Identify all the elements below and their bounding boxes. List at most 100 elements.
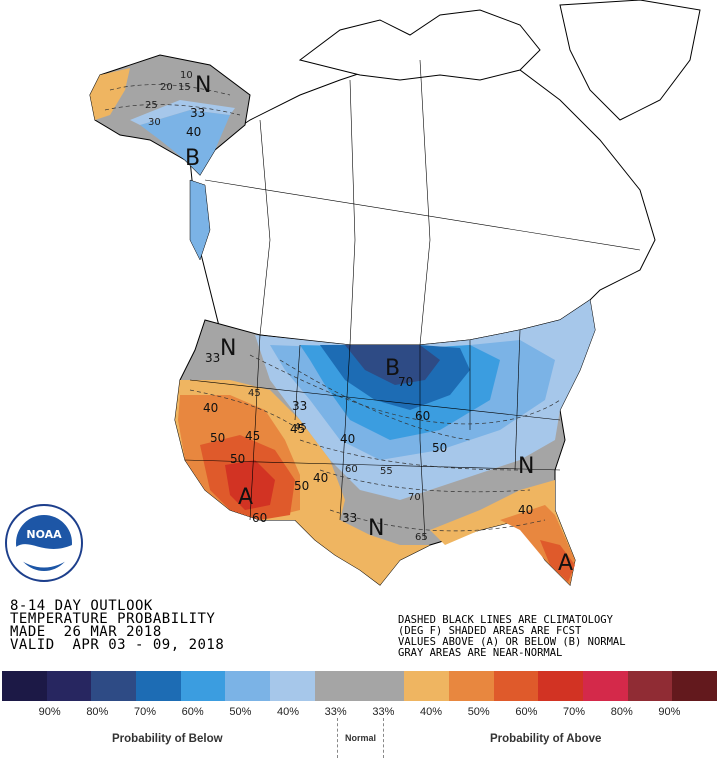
prob-label: 40: [340, 432, 355, 446]
colorbar-swatch: [46, 671, 92, 701]
gulf-above-40: [315, 520, 430, 585]
prob-label: 40: [203, 401, 218, 415]
colorbar-tick-label: 60%: [515, 706, 538, 718]
prob-label: 60: [415, 409, 430, 423]
tick-spacer: [693, 706, 717, 718]
colorbar-swatch: [359, 671, 405, 701]
colorbar-swatch: [314, 671, 360, 701]
colorbar-tick-label: 33%: [324, 706, 347, 718]
colorbar-tick-label: 50%: [467, 706, 490, 718]
colorbar-swatch: [672, 671, 717, 701]
conus-below-70: [345, 345, 440, 385]
note-line: VALUES ABOVE (A) OR BELOW (B) NORMAL: [398, 636, 626, 648]
probability-colorbar: [2, 671, 717, 701]
prob-label: 60: [252, 511, 267, 525]
clim-label: 65: [415, 532, 428, 543]
clim-label: 45: [248, 388, 261, 399]
prob-label: 45: [290, 422, 305, 436]
southeast-above-60: [540, 540, 575, 582]
southeast-above-40: [430, 480, 575, 585]
outlook-info: 8-14 DAY OUTLOOK TEMPERATURE PROBABILITY…: [10, 599, 225, 653]
prob-label: 40: [313, 471, 328, 485]
outlook-subtitle: TEMPERATURE PROBABILITY: [10, 611, 216, 627]
prob-label: 50: [294, 479, 309, 493]
colorbar-swatch: [180, 671, 226, 701]
colorbar-tick-label: 40%: [277, 706, 300, 718]
clim-label: 45: [294, 422, 307, 433]
clim-label: 55: [380, 466, 393, 477]
florida-above-letter: A: [558, 551, 573, 576]
clim-label: 30: [148, 117, 161, 128]
colorbar-swatch: [582, 671, 628, 701]
prob-label: 33: [292, 399, 307, 413]
clim-label: 10: [180, 70, 193, 81]
outlook-map: N B N B A N N A 33 40 33 40 50 60 70 40 …: [5, 0, 701, 587]
clim-label: 25: [145, 100, 158, 111]
colorbar-tick-label: 80%: [86, 706, 109, 718]
colorbar-swatch: [136, 671, 181, 701]
colorbar-swatch: [538, 671, 583, 701]
colorbar-tick-label: 80%: [610, 706, 633, 718]
tick-spacer: [2, 706, 26, 718]
below-label: Probability of Below: [112, 733, 223, 745]
clim-label: 60: [345, 464, 358, 475]
prob-label: 70: [398, 375, 413, 389]
colorbar-tick-label: 90%: [658, 706, 681, 718]
prob-label: 33: [190, 106, 205, 120]
prob-label: 33: [205, 351, 220, 365]
boundaries: [184, 59, 641, 541]
alaska-normal-letter: N: [195, 73, 211, 98]
made-date: MADE 26 MAR 2018: [10, 624, 162, 640]
note-line: DASHED BLACK LINES ARE CLIMATOLOGY: [398, 614, 613, 626]
normal-divider-left: [337, 718, 338, 758]
conus-above-70: [225, 460, 275, 510]
prob-label: 40: [186, 125, 201, 139]
prob-label: 40: [518, 503, 533, 517]
colorbar-tick-label: 40%: [420, 706, 443, 718]
southeast-normal-letter: N: [518, 454, 534, 479]
prob-label: 50: [230, 452, 245, 466]
colorbar-swatch: [2, 671, 47, 701]
colorbar-tick-label: 60%: [181, 706, 204, 718]
colorbar-ticks: 90% 80% 70% 60% 50% 40% 33% 33% 40% 50% 60% 70% 80% 9…: [2, 706, 717, 718]
canada-land: [189, 54, 656, 346]
clim-label: 20: [160, 82, 173, 93]
colorbar-swatch: [91, 671, 137, 701]
legend-notes: DASHED BLACK LINES ARE CLIMATOLOGY (DEG …: [398, 615, 626, 659]
colorbar-swatch: [225, 671, 271, 701]
climatology-lines: [104, 84, 561, 532]
normal-label: Normal: [345, 733, 377, 743]
colorbar-swatch: [404, 671, 449, 701]
colorbar-tick-label: 70%: [563, 706, 586, 718]
prob-label: 45: [245, 429, 260, 443]
colorbar-tick-label: 70%: [133, 706, 157, 718]
clim-label: 15: [178, 82, 191, 93]
colorbar-tick-label: 90%: [38, 706, 61, 718]
note-line: GRAY AREAS ARE NEAR-NORMAL: [398, 647, 563, 659]
bc-coast-below: [189, 179, 211, 261]
prob-label: 50: [210, 431, 225, 445]
note-line: (DEG F) SHADED AREAS ARE FCST: [398, 625, 582, 637]
colorbar-tick-label: 50%: [229, 706, 252, 718]
colorbar-tick-label: 33%: [372, 706, 395, 718]
south-normal-letter: N: [368, 516, 384, 541]
arctic-islands: [298, 9, 541, 81]
normal-divider-right: [383, 718, 384, 758]
noaa-logo-text: NOAA: [26, 528, 62, 541]
noaa-logo: NOAA: [5, 504, 83, 582]
southwest-above-letter: A: [238, 485, 253, 510]
central-below-letter: B: [385, 356, 400, 381]
colorbar-swatch: [270, 671, 315, 701]
colorbar-swatch: [448, 671, 494, 701]
greenland: [559, 0, 701, 121]
colorbar-swatch: [493, 671, 539, 701]
valid-dates: VALID APR 03 - 09, 2018: [10, 637, 225, 653]
alaska-below-33: [130, 100, 235, 125]
prob-label: 50: [432, 441, 447, 455]
clim-label: 70: [408, 492, 421, 503]
alaska-below-letter: B: [185, 146, 200, 171]
above-label: Probability of Above: [490, 733, 602, 745]
prob-label: 33: [342, 511, 357, 525]
northwest-normal-letter: N: [220, 336, 236, 361]
alaska-above: [90, 68, 130, 120]
